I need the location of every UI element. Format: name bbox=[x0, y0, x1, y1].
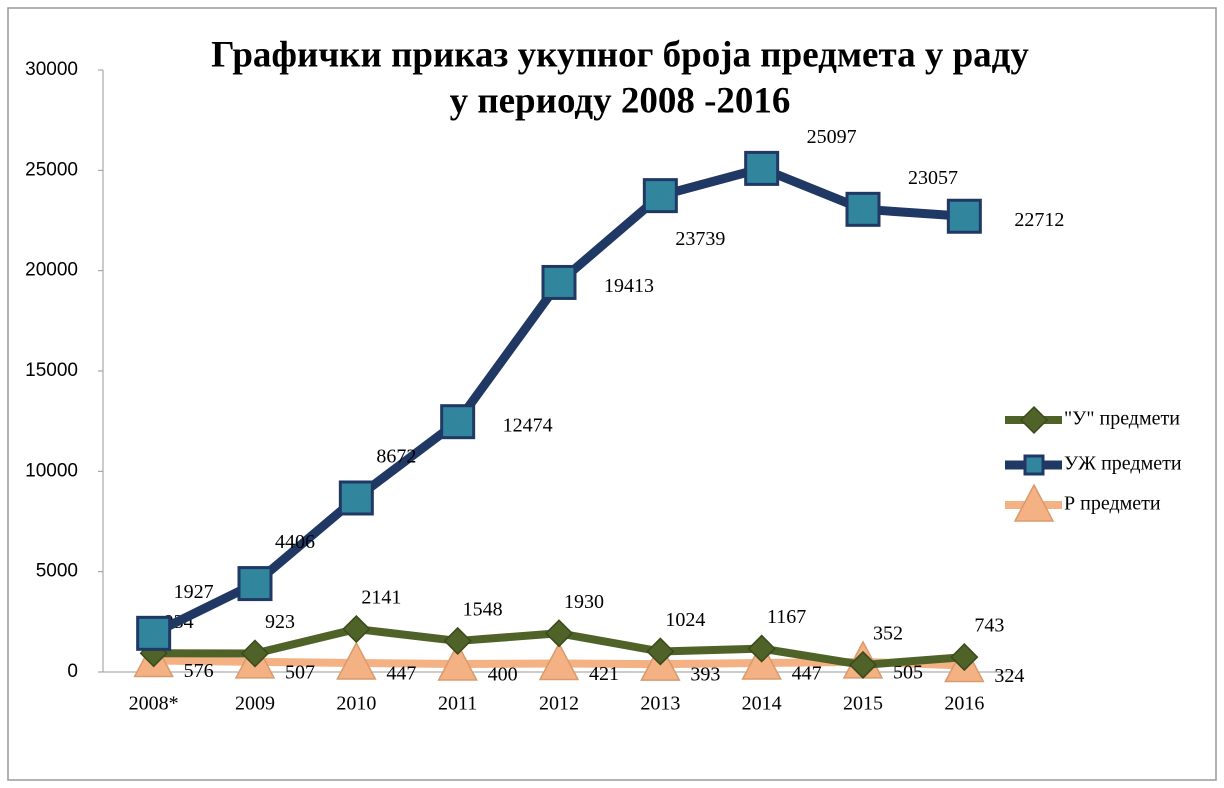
data-label: 22712 bbox=[1014, 209, 1064, 231]
marker bbox=[336, 641, 377, 680]
y-tick-label: 30000 bbox=[25, 59, 78, 80]
marker bbox=[747, 634, 776, 663]
data-label: 8672 bbox=[376, 446, 416, 468]
marker bbox=[338, 480, 374, 516]
data-label: 421 bbox=[589, 663, 619, 685]
marker bbox=[342, 614, 371, 644]
marker bbox=[946, 198, 982, 234]
data-label: 1930 bbox=[564, 591, 604, 613]
marker bbox=[237, 566, 273, 602]
y-tick-label: 20000 bbox=[25, 260, 78, 281]
legend-label: УЖ предмети bbox=[1064, 453, 1182, 475]
data-label: 1927 bbox=[174, 581, 214, 603]
x-tick-label: 2013 bbox=[640, 693, 680, 715]
y-tick-label: 15000 bbox=[25, 360, 78, 381]
marker bbox=[950, 643, 979, 672]
legend-label: "У" предмети bbox=[1064, 408, 1180, 430]
marker bbox=[443, 626, 472, 655]
data-label: 447 bbox=[386, 663, 416, 685]
data-label: 12474 bbox=[503, 414, 553, 436]
data-label: 505 bbox=[893, 661, 923, 683]
marker bbox=[646, 637, 675, 666]
data-label: 447 bbox=[792, 663, 822, 685]
data-label: 324 bbox=[994, 665, 1024, 687]
marker bbox=[541, 264, 577, 300]
marker bbox=[538, 641, 580, 681]
chart-title: у периоду 2008 -2016 bbox=[450, 80, 791, 121]
data-label: 23739 bbox=[675, 228, 725, 250]
y-tick-label: 5000 bbox=[36, 561, 78, 582]
y-tick-label: 25000 bbox=[25, 159, 78, 180]
data-label: 4406 bbox=[275, 531, 315, 553]
legend-marker bbox=[1013, 483, 1055, 522]
legend-label: Р предмети bbox=[1064, 493, 1161, 515]
x-tick-label: 2016 bbox=[944, 693, 984, 715]
data-label: 743 bbox=[974, 615, 1004, 637]
marker bbox=[845, 191, 881, 227]
x-tick-label: 2015 bbox=[843, 693, 883, 715]
marker bbox=[744, 150, 780, 186]
data-label: 400 bbox=[488, 664, 518, 686]
data-label: 1024 bbox=[665, 609, 705, 631]
x-tick-label: 2009 bbox=[235, 693, 275, 715]
x-tick-label: 2008* bbox=[129, 693, 179, 715]
x-tick-label: 2014 bbox=[742, 693, 782, 715]
data-label: 923 bbox=[265, 611, 295, 633]
data-label: 507 bbox=[285, 661, 315, 683]
data-label: 23057 bbox=[908, 167, 958, 189]
marker bbox=[848, 650, 878, 679]
data-label: 25097 bbox=[807, 126, 857, 148]
data-label: 352 bbox=[873, 623, 903, 645]
marker bbox=[136, 615, 172, 651]
legend-marker bbox=[1023, 454, 1045, 476]
data-label: 1167 bbox=[767, 606, 806, 628]
x-tick-label: 2012 bbox=[539, 693, 579, 715]
data-label: 393 bbox=[690, 664, 720, 686]
data-label: 2141 bbox=[361, 587, 401, 609]
marker bbox=[440, 404, 476, 440]
chart-title: Графички приказ укупног броја предмета у… bbox=[211, 34, 1029, 75]
data-label: 1548 bbox=[463, 599, 503, 621]
marker bbox=[544, 619, 574, 648]
marker bbox=[240, 639, 270, 668]
marker bbox=[437, 642, 478, 681]
marker bbox=[642, 178, 678, 214]
data-label: 576 bbox=[184, 660, 214, 682]
y-tick-label: 10000 bbox=[25, 460, 78, 481]
y-tick-label: 0 bbox=[67, 661, 78, 682]
x-tick-label: 2010 bbox=[336, 693, 376, 715]
data-label: 19413 bbox=[604, 275, 654, 297]
legend-marker bbox=[1019, 405, 1049, 435]
x-tick-label: 2011 bbox=[438, 693, 477, 715]
